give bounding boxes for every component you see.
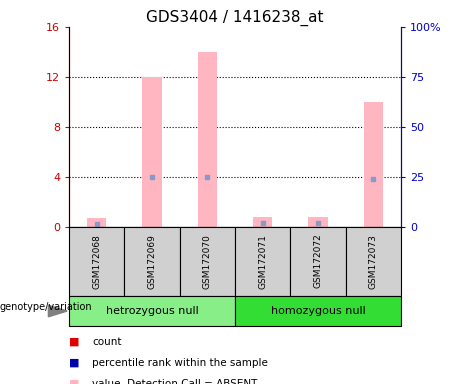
Text: GSM172071: GSM172071 <box>258 234 267 288</box>
Text: genotype/variation: genotype/variation <box>0 302 93 312</box>
Text: value, Detection Call = ABSENT: value, Detection Call = ABSENT <box>92 379 258 384</box>
Text: GSM172072: GSM172072 <box>313 234 323 288</box>
Text: ■: ■ <box>69 337 79 347</box>
Text: hetrozygous null: hetrozygous null <box>106 306 199 316</box>
Text: GSM172069: GSM172069 <box>148 234 157 288</box>
Text: percentile rank within the sample: percentile rank within the sample <box>92 358 268 368</box>
Text: GSM172068: GSM172068 <box>92 234 101 288</box>
Bar <box>235 227 290 296</box>
Text: homozygous null: homozygous null <box>271 306 366 316</box>
Bar <box>69 227 124 296</box>
Text: ■: ■ <box>69 358 79 368</box>
Text: ■: ■ <box>69 379 79 384</box>
Bar <box>290 227 346 296</box>
Bar <box>124 227 180 296</box>
Text: GSM172073: GSM172073 <box>369 234 378 288</box>
Bar <box>198 52 217 227</box>
Text: GSM172070: GSM172070 <box>203 234 212 288</box>
Bar <box>69 296 235 326</box>
Polygon shape <box>48 305 67 317</box>
Bar <box>180 227 235 296</box>
Bar <box>253 217 272 227</box>
Text: count: count <box>92 337 122 347</box>
Bar <box>87 218 106 227</box>
Title: GDS3404 / 1416238_at: GDS3404 / 1416238_at <box>146 9 324 25</box>
Bar <box>364 102 383 227</box>
Bar <box>308 217 328 227</box>
Bar <box>346 227 401 296</box>
Bar <box>142 77 162 227</box>
Bar <box>235 296 401 326</box>
